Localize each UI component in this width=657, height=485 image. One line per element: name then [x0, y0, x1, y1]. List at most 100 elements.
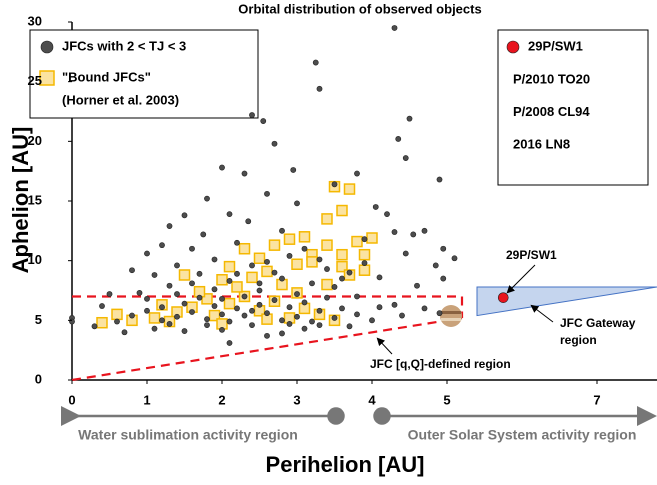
data-point — [497, 292, 509, 303]
data-point — [361, 260, 368, 266]
region-label: Water sublimation activity region — [78, 427, 298, 443]
data-point — [336, 204, 348, 217]
data-point — [148, 312, 161, 324]
data-point — [241, 170, 248, 177]
data-point — [181, 328, 188, 334]
data-point — [440, 275, 447, 282]
data-point — [144, 307, 150, 314]
data-point — [271, 297, 278, 303]
data-point — [189, 245, 195, 252]
data-point — [166, 282, 173, 289]
data-point — [298, 231, 311, 243]
data-point — [264, 190, 270, 197]
data-point — [223, 297, 236, 310]
data-point — [321, 213, 333, 225]
data-point — [336, 248, 348, 261]
data-point — [421, 227, 428, 234]
data-point — [136, 289, 143, 296]
data-point — [399, 312, 405, 319]
data-point — [331, 315, 338, 321]
y-tick-label: 5 — [35, 312, 42, 327]
data-point — [256, 280, 263, 287]
data-point — [219, 311, 225, 318]
data-point — [316, 85, 323, 92]
data-point — [391, 301, 398, 308]
legend-label: 29P/SW1 — [528, 38, 583, 53]
data-point — [189, 309, 195, 315]
data-point — [354, 293, 360, 300]
legend-label: P/2008 CL94 — [513, 104, 590, 119]
data-point — [204, 322, 210, 329]
data-point — [219, 164, 225, 171]
data-point — [196, 270, 203, 277]
chart-title: Orbital distribution of observed objects — [238, 1, 481, 16]
legend-marker — [39, 70, 55, 86]
data-point — [249, 307, 255, 314]
data-point — [264, 310, 270, 317]
data-point — [414, 282, 420, 289]
data-point — [286, 252, 293, 259]
y-tick-label: 0 — [35, 371, 42, 386]
data-point — [249, 322, 255, 329]
data-point — [144, 250, 150, 257]
x-tick-label: 3 — [293, 392, 300, 407]
legend-box — [29, 29, 259, 119]
data-point — [361, 236, 368, 243]
region-label: Outer Solar System activity region — [408, 427, 637, 443]
data-point — [174, 291, 180, 297]
jupiter-icon — [440, 305, 462, 327]
y-axis-label: Aphelion [AU] — [8, 127, 33, 274]
data-point — [226, 278, 233, 284]
data-point — [309, 280, 315, 287]
data-point — [234, 305, 240, 312]
data-point — [331, 284, 338, 290]
data-point — [346, 323, 353, 330]
data-point — [189, 280, 195, 287]
data-point — [294, 313, 300, 320]
x-axis-label: Perihelion [AU] — [266, 452, 425, 477]
data-point — [219, 326, 225, 333]
data-point — [324, 294, 330, 301]
data-point — [129, 267, 135, 274]
data-point — [241, 293, 248, 300]
data-point — [354, 170, 360, 177]
data-point — [129, 312, 135, 319]
data-point — [223, 260, 236, 273]
data-point — [312, 59, 319, 66]
data-point — [178, 269, 191, 281]
annotation: 29P/SW1 — [506, 248, 557, 262]
data-point — [279, 317, 285, 324]
data-point — [410, 231, 417, 238]
data-point — [226, 211, 233, 218]
data-point — [256, 301, 263, 308]
data-point — [121, 329, 128, 336]
data-point — [391, 25, 398, 31]
data-point — [316, 322, 323, 329]
data-point — [238, 242, 251, 255]
data-point — [69, 318, 75, 325]
data-point — [216, 274, 228, 286]
data-point — [279, 227, 285, 234]
data-point — [241, 312, 248, 319]
data-point — [321, 278, 333, 291]
y-tick-label: 15 — [28, 192, 42, 207]
data-point — [226, 340, 233, 346]
jfc-region-boundary — [71, 295, 464, 382]
data-point — [309, 318, 315, 325]
data-point — [402, 155, 409, 161]
x-tick-label: 4 — [368, 392, 376, 407]
data-point — [324, 266, 330, 272]
x-tick-label: 7 — [593, 392, 600, 407]
data-point — [306, 256, 318, 268]
data-point — [421, 305, 428, 312]
data-point — [451, 255, 458, 262]
annotation: JFC [q,Q]-defined region — [370, 357, 511, 371]
data-point — [249, 112, 255, 118]
data-point — [166, 321, 173, 327]
data-point — [96, 316, 108, 329]
data-point — [166, 223, 173, 229]
data-point — [354, 311, 360, 318]
data-point — [99, 303, 105, 309]
data-point — [106, 291, 113, 297]
data-point — [279, 275, 285, 282]
